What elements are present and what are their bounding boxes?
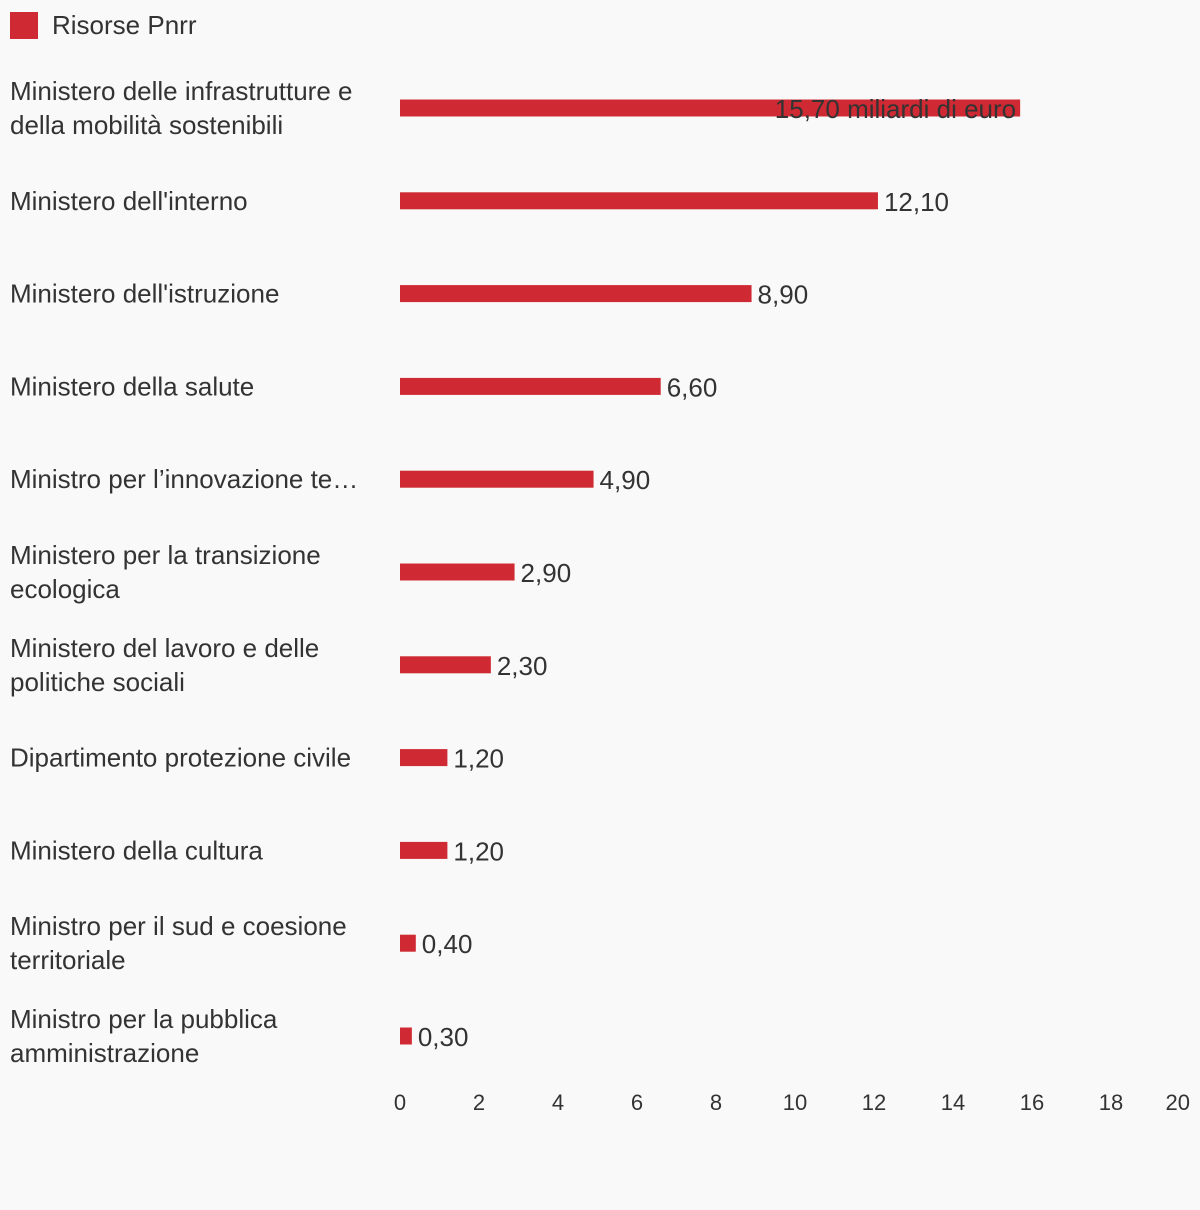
category-label: Ministro per il sud e coesione territoria… xyxy=(10,911,347,975)
bar xyxy=(400,285,752,303)
category-label: Ministero dell'istruzione xyxy=(10,279,279,309)
data-label: 2,90 xyxy=(521,558,572,588)
data-label: 0,30 xyxy=(418,1022,469,1052)
data-label: 6,60 xyxy=(667,372,718,402)
bar xyxy=(400,934,416,952)
x-tick-label: 2 xyxy=(473,1090,485,1115)
bar xyxy=(400,1027,412,1045)
data-label: 4,90 xyxy=(600,465,651,495)
bar xyxy=(400,470,594,488)
category-label: Ministero della salute xyxy=(10,371,254,401)
bar xyxy=(400,377,661,395)
data-label: 1,20 xyxy=(453,836,504,866)
legend-label: Risorse Pnrr xyxy=(52,10,197,40)
bar xyxy=(400,99,1021,117)
bar xyxy=(400,563,515,581)
x-tick-label: 16 xyxy=(1020,1090,1044,1115)
data-label: 0,40 xyxy=(422,929,473,959)
category-label: Ministero della cultura xyxy=(10,835,263,865)
x-tick-label: 18 xyxy=(1099,1090,1123,1115)
x-tick-label: 6 xyxy=(631,1090,643,1115)
x-tick-label: 12 xyxy=(862,1090,886,1115)
category-label: Ministero delle infrastrutture e della mo… xyxy=(10,76,352,140)
bar xyxy=(400,656,491,674)
category-label: Dipartimento protezione civile xyxy=(10,743,351,773)
x-tick-label: 20 xyxy=(1166,1090,1190,1115)
bar xyxy=(400,841,448,859)
x-tick-label: 0 xyxy=(394,1090,406,1115)
legend: Risorse Pnrr xyxy=(10,10,196,40)
data-label: 1,20 xyxy=(453,744,504,774)
x-tick-label: 4 xyxy=(552,1090,564,1115)
category-label: Ministero dell'interno xyxy=(10,186,248,216)
category-label: Ministero del lavoro e delle politiche so… xyxy=(10,633,319,697)
x-tick-label: 8 xyxy=(710,1090,722,1115)
bar xyxy=(400,192,878,210)
data-label: 12,10 xyxy=(884,187,949,217)
category-label: Ministro per l’innovazione te… xyxy=(10,464,358,494)
x-tick-label: 14 xyxy=(941,1090,965,1115)
legend-swatch xyxy=(10,11,38,39)
x-tick-label: 10 xyxy=(783,1090,807,1115)
data-label: 8,90 xyxy=(758,280,809,310)
bar xyxy=(400,749,448,767)
category-label: Ministero per la transizione ecologica xyxy=(10,540,321,604)
data-label: 2,30 xyxy=(497,651,548,681)
category-label: Ministro per la pubblica amministrazione xyxy=(10,1004,278,1068)
data-label: 15,70 miliardi di euro xyxy=(775,94,1016,124)
